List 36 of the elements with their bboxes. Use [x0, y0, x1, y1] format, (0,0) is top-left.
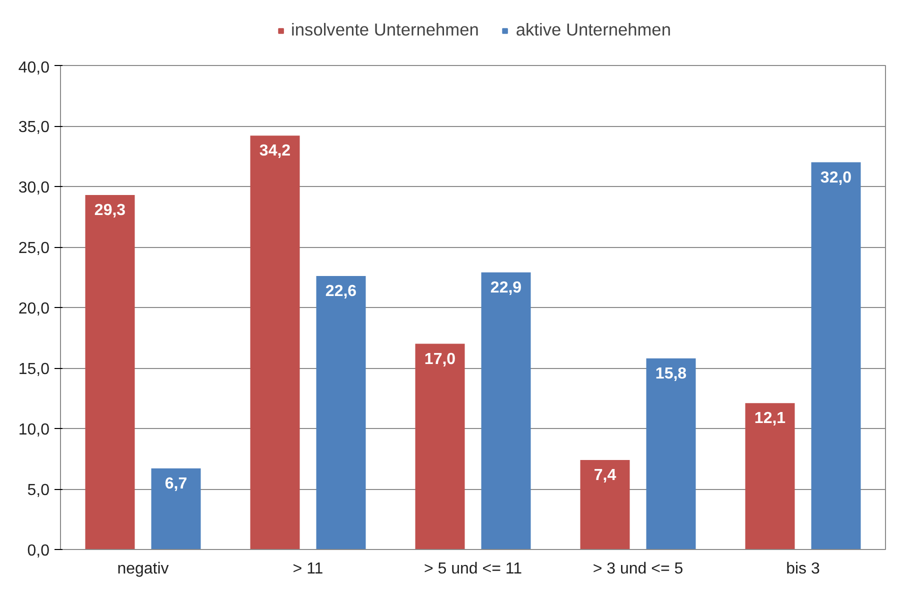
data-label: 6,7 [164, 475, 188, 492]
bar [481, 272, 531, 550]
bar [85, 194, 135, 550]
y-tick-label: 15,0 [18, 361, 50, 378]
legend-label: insolvente Unternehmen [291, 20, 479, 40]
x-tick-label: > 3 und <= 5 [592, 560, 684, 578]
bar [316, 276, 366, 550]
bar [415, 344, 465, 550]
data-label: 7,4 [594, 466, 616, 484]
bar [580, 460, 630, 550]
bar [745, 403, 795, 550]
data-label: 22,9 [490, 279, 522, 296]
x-tick-label: bis 3 [786, 560, 820, 578]
x-tick-label: negativ [117, 560, 169, 578]
data-label: 17,0 [424, 350, 456, 368]
data-label: 32,0 [820, 169, 852, 186]
data-label: 22,6 [325, 283, 357, 300]
legend-label: aktive Unternehmen [516, 20, 671, 40]
y-tick-label: 25,0 [18, 240, 50, 257]
y-tick-label: 30,0 [18, 180, 50, 196]
y-tick-label: 10,0 [18, 422, 50, 438]
data-label: 34,2 [259, 142, 291, 160]
bar [646, 358, 696, 550]
data-label: 15,8 [655, 365, 687, 382]
bar [811, 162, 861, 550]
bar [250, 136, 300, 550]
x-tick-label: > 5 und <= 11 [424, 560, 522, 578]
bar [151, 468, 201, 550]
x-tick-label: > 11 [292, 560, 324, 578]
data-label: 29,3 [94, 202, 126, 219]
data-label: 12,1 [754, 410, 786, 428]
y-tick-label: 35,0 [18, 119, 50, 136]
y-tick-label: 5,0 [27, 482, 50, 499]
y-tick-label: 40,0 [18, 60, 50, 76]
y-tick-label: 0,0 [27, 542, 50, 560]
y-tick-label: 20,0 [18, 300, 50, 318]
